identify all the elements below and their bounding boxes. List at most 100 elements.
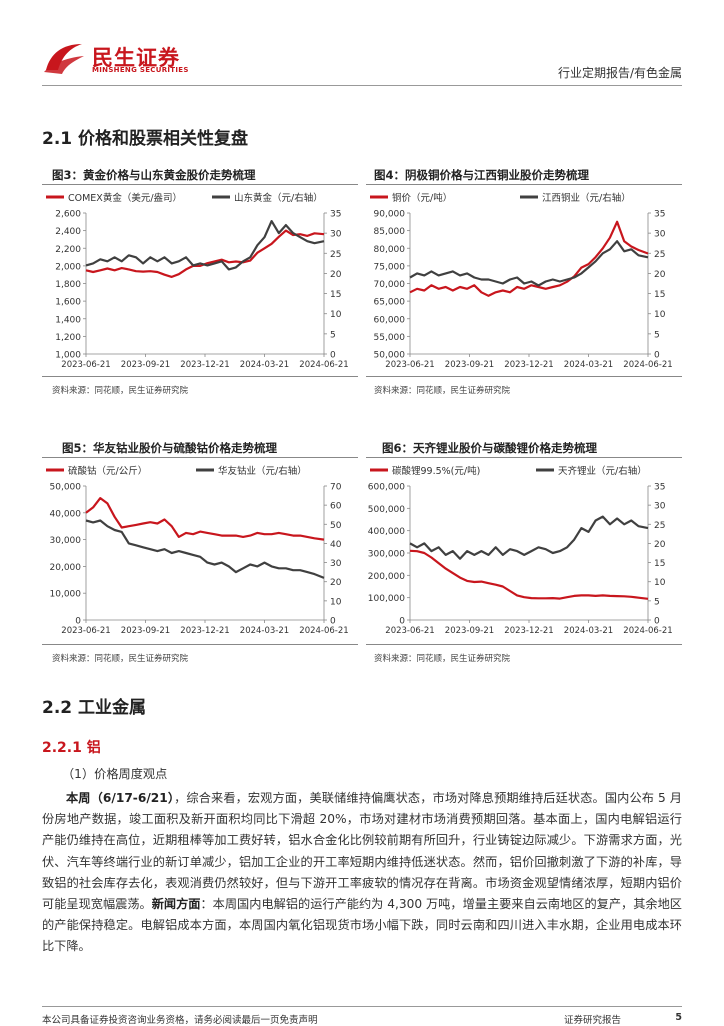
paragraph-body: 本周（6/17-6/21），综合来看，宏观方面，美联储维持偏鹰状态，市场对降息预… [42, 788, 682, 958]
y-tick-label-left: 50,000 [50, 483, 82, 493]
x-tick-label: 2023-09-21 [121, 626, 170, 636]
y-tick-label-left: 60,000 [374, 315, 406, 325]
logo-english-name: MINSHENG SECURITIES [92, 66, 189, 74]
y-tick-label-left: 2,600 [55, 210, 81, 220]
series-line-1 [85, 496, 325, 541]
series-line-2 [85, 219, 325, 271]
y-tick-label-left: 65,000 [374, 298, 406, 308]
y-tick-label-left: 85,000 [374, 227, 406, 237]
y-tick-label-left: 1,200 [55, 333, 81, 343]
series-line-2 [409, 240, 649, 287]
y-tick-label-left: 500,000 [368, 505, 405, 515]
y-tick-label-left: 400,000 [368, 527, 405, 537]
x-tick-label: 2024-06-21 [623, 360, 672, 370]
y-tick-label-right: 10 [654, 578, 666, 588]
figure-5-chart: 硫酸钴（元/公斤） 华友钴业（元/右轴） 50,000 40,000 30,000 20,… [46, 465, 349, 636]
legend-label-series-2: 山东黄金（元/右轴） [234, 192, 323, 204]
legend-label-series-1: COMEX黄金（美元/盎司） [68, 192, 182, 204]
x-tick-label: 2023-09-21 [121, 360, 170, 370]
y-tick-label-right: 0 [654, 351, 660, 361]
y-tick-label-right: 30 [654, 502, 666, 512]
y-tick-label-right: 15 [654, 559, 665, 569]
section-title-2-2-1: 2.2.1 铝 [42, 740, 101, 756]
figure-4-title-rule [366, 184, 682, 185]
y-tick-label-right: 0 [330, 617, 336, 627]
series-line-1 [85, 229, 325, 279]
y-tick-label-right: 20 [330, 578, 342, 588]
figure-4-source: 资料来源：同花顺，民生证券研究院 [374, 386, 511, 396]
y-tick-label-left: 300,000 [368, 550, 405, 560]
section-title-2-2: 2.2 工业金属 [42, 698, 147, 718]
y-tick-label-right: 0 [654, 617, 660, 627]
y-tick-label-left: 0 [75, 617, 81, 627]
y-tick-label-left: 100,000 [368, 594, 405, 604]
series-line-2 [409, 515, 649, 560]
y-tick-label-right: 25 [330, 250, 341, 260]
bold-news: 新闻方面 [151, 897, 201, 912]
footer-disclaimer: 本公司具备证券投资咨询业务资格，请务必阅读最后一页免责声明 [42, 1015, 318, 1026]
y-tick-label-right: 25 [654, 521, 665, 531]
y-tick-label-left: 0 [399, 617, 405, 627]
figure-4-chart: 铜价（元/吨） 江西铜业（元/右轴） 90,000 85,000 80,000 75,00… [370, 192, 673, 370]
footer-divider [42, 1006, 682, 1007]
y-tick-label-right: 60 [330, 502, 342, 512]
x-tick-label: 2023-09-21 [445, 626, 494, 636]
footer-label: 证券研究报告 [564, 1015, 622, 1026]
y-tick-label-right: 35 [654, 210, 665, 220]
x-tick-label: 2024-06-21 [299, 360, 348, 370]
y-tick-label-right: 30 [654, 230, 666, 240]
y-tick-label-left: 70,000 [374, 280, 406, 290]
x-tick-label: 2023-06-21 [61, 360, 110, 370]
y-tick-label-right: 5 [654, 597, 660, 607]
y-tick-label-left: 1,400 [55, 315, 81, 325]
x-tick-label: 2023-12-21 [504, 626, 553, 636]
x-tick-label: 2023-12-21 [180, 360, 229, 370]
x-tick-label: 2023-12-21 [180, 626, 229, 636]
y-tick-label-left: 600,000 [368, 483, 405, 493]
y-tick-label-left: 1,800 [55, 280, 81, 290]
y-tick-label-right: 20 [654, 270, 666, 280]
logo-chinese-name: 民生证券 [92, 46, 180, 70]
figure-3-chart: COMEX黄金（美元/盎司） 山东黄金（元/右轴） 2,600 2,400 2,200 2… [46, 192, 349, 370]
y-tick-label-right: 25 [654, 250, 665, 260]
x-tick-label: 2023-06-21 [385, 626, 434, 636]
y-tick-label-left: 75,000 [374, 262, 406, 272]
x-tick-label: 2023-09-21 [445, 360, 494, 370]
y-tick-label-right: 0 [330, 351, 336, 361]
body-text-1: ，综合来看，宏观方面，美联储维持偏鹰状态，市场对降息预期维持后廷状态。国内公布 … [42, 791, 682, 912]
series-line-1 [409, 549, 649, 600]
legend-label-series-2: 华友钴业（元/右轴） [218, 465, 307, 477]
y-tick-label-right: 30 [330, 559, 342, 569]
figure-4-title: 图4：阴极铜价格与江西铜业股价走势梳理 [374, 168, 589, 182]
y-tick-label-right: 50 [330, 521, 342, 531]
y-tick-label-left: 20,000 [50, 563, 82, 573]
y-tick-label-right: 30 [330, 230, 342, 240]
y-tick-label-right: 10 [654, 310, 666, 320]
x-tick-label: 2024-06-21 [299, 626, 348, 636]
y-tick-label-left: 10,000 [50, 590, 82, 600]
y-tick-label-right: 35 [654, 483, 665, 493]
y-tick-label-right: 10 [330, 310, 342, 320]
figure-6-source: 资料来源：同花顺，民生证券研究院 [374, 654, 511, 664]
y-tick-label-right: 40 [330, 540, 342, 550]
y-tick-label-left: 2,400 [55, 227, 81, 237]
legend-label-series-1: 铜价（元/吨） [392, 192, 452, 204]
figure-5-bottom-rule [42, 644, 358, 645]
x-tick-label: 2023-12-21 [504, 360, 553, 370]
y-tick-label-right: 15 [330, 290, 341, 300]
y-tick-label-right: 35 [330, 210, 341, 220]
y-tick-label-right: 5 [330, 330, 336, 340]
figure-3-source: 资料来源：同花顺，民生证券研究院 [52, 386, 189, 396]
figure-6-chart: 碳酸锂99.5%(元/吨) 天齐锂业（元/右轴） 600,000 500,000 400… [368, 465, 673, 636]
series-line-2 [85, 519, 325, 579]
figure-3-title: 图3：黄金价格与山东黄金股价走势梳理 [52, 168, 256, 182]
series-line-1 [409, 220, 649, 297]
legend-label-series-2: 天齐锂业（元/右轴） [558, 465, 647, 477]
legend-label-series-1: 硫酸钴（元/公斤） [68, 465, 147, 477]
legend-label-series-1: 碳酸锂99.5%(元/吨) [392, 465, 480, 477]
report-type: 行业定期报告/有色金属 [557, 66, 682, 80]
figure-6-title: 图6：天齐锂业股价与碳酸锂价格走势梳理 [382, 441, 597, 455]
y-tick-label-right: 10 [330, 597, 342, 607]
x-tick-label: 2024-03-21 [240, 626, 289, 636]
y-tick-label-left: 30,000 [50, 536, 82, 546]
